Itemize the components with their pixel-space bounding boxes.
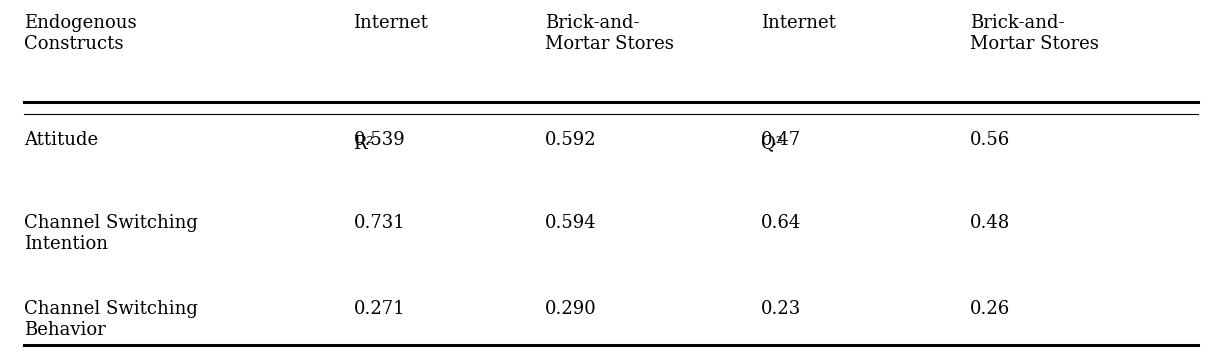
Text: Attitude: Attitude	[24, 131, 98, 149]
Text: 0.26: 0.26	[970, 300, 1011, 318]
Text: 0.290: 0.290	[545, 300, 596, 318]
Text: 0.539: 0.539	[353, 131, 406, 149]
Text: 0.48: 0.48	[970, 214, 1011, 232]
Text: 0.56: 0.56	[970, 131, 1011, 149]
Text: Endogenous
Constructs: Endogenous Constructs	[24, 14, 137, 53]
Text: R²: R²	[353, 134, 374, 153]
Text: Channel Switching
Behavior: Channel Switching Behavior	[24, 300, 198, 339]
Text: 0.23: 0.23	[760, 300, 800, 318]
Text: Channel Switching
Intention: Channel Switching Intention	[24, 214, 198, 253]
Text: Q²: Q²	[760, 134, 783, 153]
Text: Internet: Internet	[760, 14, 836, 32]
Text: Brick-and-
Mortar Stores: Brick-and- Mortar Stores	[970, 14, 1099, 53]
Text: 0.47: 0.47	[760, 131, 800, 149]
Text: Internet: Internet	[353, 14, 429, 32]
Text: 0.594: 0.594	[545, 214, 596, 232]
Text: 0.271: 0.271	[353, 300, 406, 318]
Text: Brick-and-
Mortar Stores: Brick-and- Mortar Stores	[545, 14, 675, 53]
Text: 0.64: 0.64	[760, 214, 800, 232]
Text: 0.731: 0.731	[353, 214, 406, 232]
Text: 0.592: 0.592	[545, 131, 596, 149]
